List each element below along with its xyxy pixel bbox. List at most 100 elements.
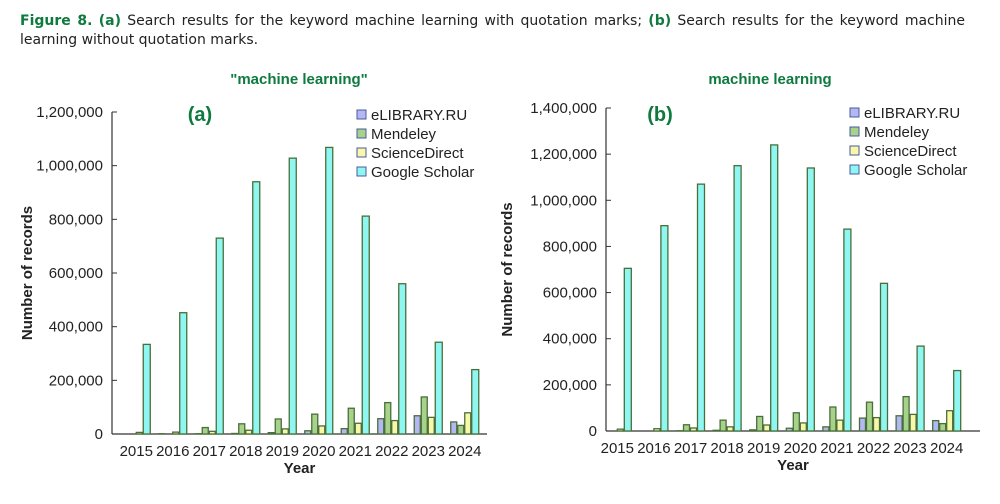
x-tick-label: 2015	[601, 440, 634, 457]
y-tick-label: 400,000	[543, 331, 597, 348]
x-tick-label: 2018	[229, 443, 262, 460]
x-tick-label: 2016	[156, 443, 189, 460]
legend-label: Mendeley	[371, 126, 437, 143]
bar-elibrary-ru-2018	[712, 429, 720, 432]
bar-sciencedirect-2023	[427, 416, 435, 435]
caption-b-text: Search results for the keyword machine l…	[20, 13, 965, 48]
y-tick-label: 0	[589, 423, 597, 440]
bar-sciencedirect-2017	[689, 427, 698, 432]
bar-elibrary-ru-2024	[932, 419, 940, 432]
bar-sciencedirect-2022	[391, 419, 399, 435]
bar-google-scholar-2015	[623, 267, 632, 432]
legend-label: Google Scholar	[371, 164, 474, 181]
bar-sciencedirect-2019	[281, 428, 289, 435]
bar-google-scholar-2023	[916, 345, 925, 432]
y-tick-label: 1,000,000	[530, 192, 597, 209]
x-tick-label: 2015	[120, 443, 153, 460]
legend-swatch	[356, 147, 367, 158]
bar-mendeley-2019	[756, 415, 764, 432]
legend-swatch	[849, 126, 860, 137]
bar-google-scholar-2020	[325, 146, 334, 435]
legend-swatch	[849, 145, 860, 156]
bar-elibrary-ru-2021	[822, 426, 830, 432]
y-tick-label: 600,000	[49, 265, 103, 282]
y-tick-label: 800,000	[543, 238, 597, 255]
bar-sciencedirect-2018	[726, 426, 734, 432]
legend-label: ScienceDirect	[864, 143, 957, 160]
bar-mendeley-2020	[792, 412, 800, 432]
bar-elibrary-ru-2021	[340, 427, 348, 435]
bar-mendeley-2021	[347, 407, 355, 435]
x-tick-label: 2020	[302, 443, 335, 460]
caption-a-text: Search results for the keyword machine l…	[121, 13, 649, 29]
bar-mendeley-2021	[829, 406, 837, 432]
bar-mendeley-2024	[457, 424, 465, 435]
bar-sciencedirect-2024	[946, 410, 954, 432]
bar-google-scholar-2024	[953, 369, 962, 432]
legend-label: eLIBRARY.RU	[371, 107, 467, 124]
bar-google-scholar-2024	[471, 368, 480, 435]
bar-google-scholar-2022	[879, 282, 889, 432]
bar-google-scholar-2017	[696, 183, 706, 432]
x-tick-label: 2019	[747, 440, 780, 457]
bar-sciencedirect-2022	[872, 416, 881, 432]
bar-google-scholar-2018	[252, 181, 261, 435]
y-tick-label: 0	[95, 426, 103, 443]
bar-google-scholar-2017	[215, 237, 224, 435]
bar-elibrary-ru-2022	[377, 418, 385, 435]
bar-sciencedirect-2015	[616, 428, 624, 432]
caption-b-label: (b)	[648, 13, 672, 29]
figure-caption: Figure 8. (a) Search results for the key…	[20, 12, 965, 50]
x-tick-label: 2016	[637, 440, 670, 457]
y-tick-label: 1,000,000	[36, 158, 103, 175]
bar-elibrary-ru-2018	[231, 432, 239, 435]
bar-sciencedirect-2021	[354, 422, 362, 435]
bar-sciencedirect-2020	[318, 425, 326, 435]
bar-sciencedirect-2018	[245, 429, 253, 435]
x-tick-label: 2024	[930, 440, 963, 457]
x-tick-label: 2020	[784, 440, 817, 457]
legend-label: ScienceDirect	[371, 145, 464, 162]
bar-mendeley-2023	[420, 396, 428, 435]
y-tick-label: 1,400,000	[530, 100, 597, 117]
x-axis-title: Year	[284, 460, 316, 477]
bar-mendeley-2018	[719, 419, 727, 432]
y-tick-label: 200,000	[49, 372, 103, 389]
x-tick-label: 2017	[193, 443, 226, 460]
y-tick-label: 1,200,000	[530, 146, 597, 163]
y-tick-label: 400,000	[49, 319, 103, 336]
bar-sciencedirect-2020	[799, 422, 807, 432]
bar-mendeley-2022	[865, 401, 874, 432]
legend-swatch	[356, 109, 367, 120]
x-tick-label: 2023	[412, 443, 445, 460]
bar-google-scholar-2018	[733, 165, 742, 432]
bar-sciencedirect-2017	[208, 430, 216, 435]
legend: eLIBRARY.RU Mendeley ScienceDirect Google S…	[356, 107, 474, 181]
x-axis-title: Year	[777, 457, 809, 474]
bar-mendeley-2020	[311, 413, 319, 435]
y-axis-title: Number of records	[19, 206, 36, 340]
y-tick-label: 800,000	[49, 211, 103, 228]
legend-swatch	[356, 128, 367, 139]
legend-swatch	[849, 107, 860, 118]
y-tick-label: 600,000	[543, 285, 597, 302]
legend-label: Google Scholar	[864, 162, 967, 179]
bar-elibrary-ru-2024	[450, 421, 458, 435]
bar-google-scholar-2019	[288, 157, 297, 435]
bar-sciencedirect-2024	[464, 412, 472, 435]
x-tick-label: 2021	[820, 440, 853, 457]
bar-google-scholar-2019	[770, 144, 779, 432]
bar-google-scholar-2021	[843, 228, 852, 432]
bar-mendeley-2017	[201, 426, 209, 435]
bar-google-scholar-2023	[434, 341, 443, 435]
bar-google-scholar-2022	[398, 283, 407, 435]
bar-mendeley-2019	[274, 418, 282, 435]
x-tick-label: 2022	[375, 443, 408, 460]
chart-title: "machine learning"	[230, 71, 368, 88]
legend-swatch	[849, 164, 860, 175]
bar-sciencedirect-2016	[653, 428, 661, 432]
y-axis-title: Number of records	[499, 202, 516, 336]
chart-panel-a: "machine learning" (a) 0 200,000 400,000 600,…	[19, 71, 487, 477]
legend-label: Mendeley	[864, 124, 930, 141]
caption-a-label: (a)	[98, 13, 122, 29]
